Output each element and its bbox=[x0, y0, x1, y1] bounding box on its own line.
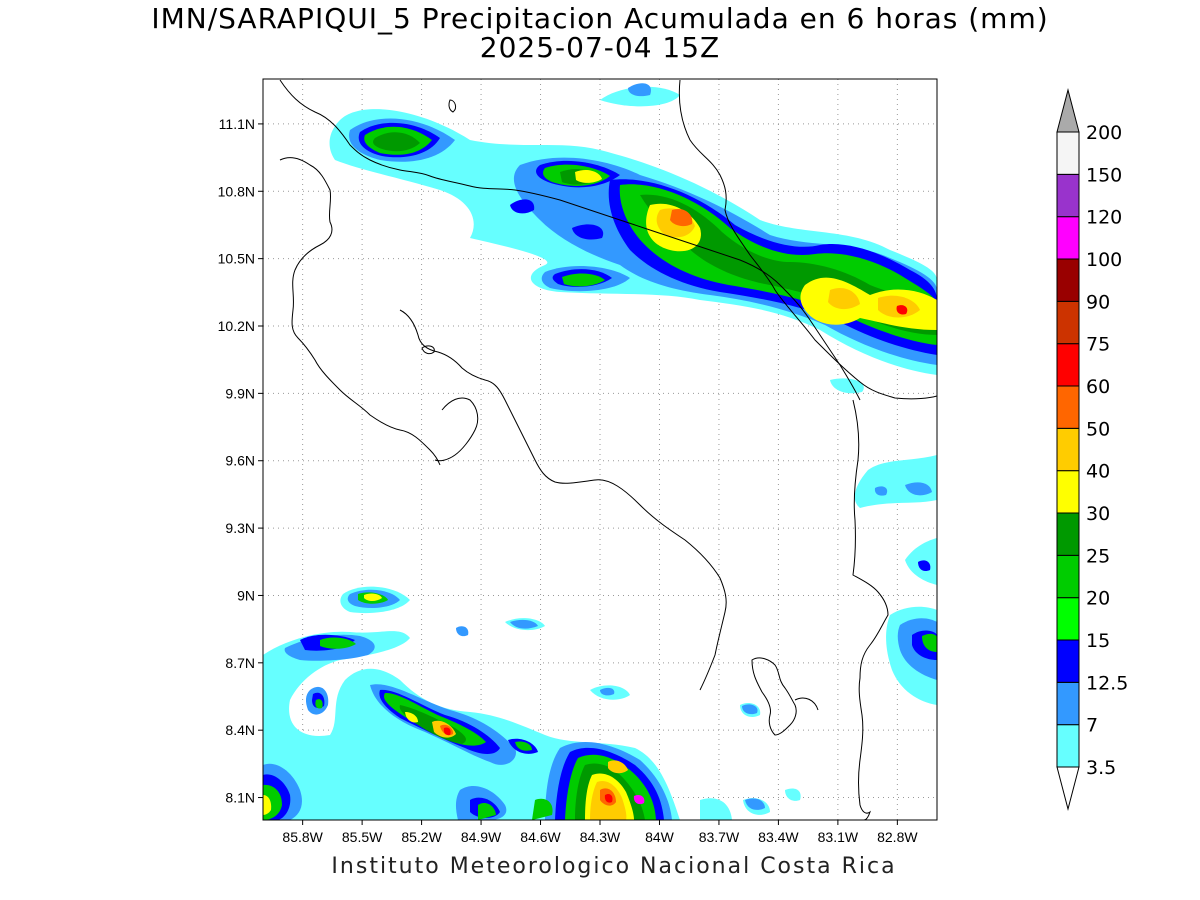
x-tick-label: 83.7W bbox=[699, 829, 740, 845]
x-tick-label: 85.5W bbox=[342, 829, 383, 845]
colorbar-over-triangle bbox=[1056, 88, 1080, 133]
map-title: IMN/SARAPIQUI_5 Precipitacion Acumulada … bbox=[151, 2, 1049, 35]
x-tick-label: 83.1W bbox=[818, 829, 859, 845]
y-tick-label: 9.3N bbox=[225, 520, 255, 536]
colorbar-swatch bbox=[1056, 724, 1080, 768]
colorbar-level-label: 12.5 bbox=[1086, 672, 1128, 694]
colorbar-swatch bbox=[1056, 512, 1080, 556]
x-tick-label: 82.8W bbox=[877, 829, 918, 845]
colorbar-level-label: 20 bbox=[1086, 588, 1110, 610]
x-tick-label: 83.4W bbox=[758, 829, 799, 845]
colorbar-level-label: 120 bbox=[1086, 207, 1122, 229]
colorbar-swatch bbox=[1056, 258, 1080, 302]
colorbar-swatch bbox=[1056, 427, 1080, 472]
colorbar-swatch bbox=[1056, 131, 1080, 175]
colorbar-level-label: 100 bbox=[1086, 249, 1122, 271]
colorbar-swatch bbox=[1056, 554, 1080, 599]
colorbar-under-triangle bbox=[1056, 766, 1080, 811]
colorbar-swatch bbox=[1056, 470, 1080, 514]
x-tick-label: 85.8W bbox=[282, 829, 323, 845]
x-tick-label: 84.6W bbox=[520, 829, 561, 845]
y-tick-label: 11.1N bbox=[219, 116, 255, 132]
precip-region-north bbox=[329, 83, 937, 394]
x-tick-label: 84W bbox=[645, 829, 675, 845]
colorbar-swatch bbox=[1056, 343, 1080, 387]
map-subtitle-date: 2025-07-04 15Z bbox=[479, 31, 721, 64]
y-tick-label: 10.2N bbox=[218, 318, 255, 334]
y-tick-label: 10.5N bbox=[218, 251, 255, 267]
colorbar-swatch bbox=[1056, 597, 1080, 641]
colorbar-swatch bbox=[1056, 173, 1080, 218]
colorbar-swatch bbox=[1056, 681, 1080, 726]
colorbar-level-label: 30 bbox=[1086, 503, 1110, 525]
axis-ticks: 85.8W 85.5W 85.2W 84.9W 84.6W 84.3W 84W 83.7W 83… bbox=[218, 116, 919, 845]
colorbar-swatch bbox=[1056, 216, 1080, 260]
y-tick-label: 9.6N bbox=[225, 453, 255, 469]
colorbar-level-label: 50 bbox=[1086, 418, 1110, 440]
x-tick-label: 84.3W bbox=[580, 829, 621, 845]
precip-fields bbox=[263, 79, 937, 820]
y-tick-label: 9.9N bbox=[225, 385, 255, 401]
y-tick-label: 8.4N bbox=[225, 722, 255, 738]
precip-region-east bbox=[854, 455, 937, 705]
map-grid bbox=[263, 79, 937, 820]
colorbar-level-label: 25 bbox=[1086, 545, 1110, 567]
coastlines-and-borders bbox=[279, 79, 937, 820]
colorbar-level-label: 3.5 bbox=[1086, 757, 1116, 779]
colorbar-level-label: 150 bbox=[1086, 164, 1122, 186]
colorbar-level-label: 7 bbox=[1086, 715, 1098, 737]
y-tick-label: 8.7N bbox=[225, 655, 255, 671]
colorbar-level-label: 40 bbox=[1086, 461, 1110, 483]
colorbar-swatch bbox=[1056, 300, 1080, 345]
y-tick-label: 9N bbox=[237, 587, 255, 603]
y-tick-label: 8.1N bbox=[225, 790, 255, 806]
colorbar-swatch bbox=[1056, 385, 1080, 429]
precip-region-south bbox=[263, 586, 801, 820]
colorbar-level-label: 15 bbox=[1086, 630, 1110, 652]
x-tick-label: 85.2W bbox=[401, 829, 442, 845]
y-tick-label: 10.8N bbox=[218, 183, 255, 199]
colorbar-level-label: 200 bbox=[1086, 122, 1122, 144]
footer-credit: Instituto Meteorologico Nacional Costa R… bbox=[331, 854, 897, 879]
x-tick-label: 84.9W bbox=[461, 829, 502, 845]
colorbar-level-label: 60 bbox=[1086, 376, 1110, 398]
colorbar-level-label: 75 bbox=[1086, 334, 1110, 356]
colorbar-level-label: 90 bbox=[1086, 291, 1110, 313]
colorbar-swatch bbox=[1056, 639, 1080, 683]
